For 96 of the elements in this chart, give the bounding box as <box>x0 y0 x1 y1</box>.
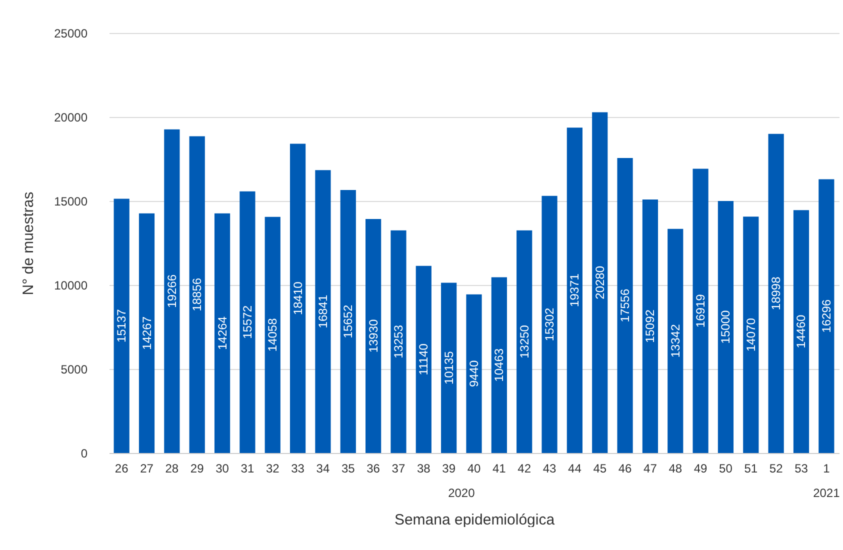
bar <box>138 213 155 453</box>
data-label: 10463 <box>492 348 506 382</box>
data-label: 14267 <box>140 316 154 350</box>
bar <box>743 216 759 453</box>
x-tick-label: 36 <box>366 462 380 476</box>
data-label: 18410 <box>290 281 305 316</box>
bar <box>793 210 810 453</box>
x-tick-label: 27 <box>140 462 154 476</box>
text: 2021 <box>813 486 840 500</box>
y-tick-label: 20000 <box>54 110 88 124</box>
x-tick-label: 29 <box>190 462 204 476</box>
bar <box>264 216 280 453</box>
bar <box>214 213 230 453</box>
bar <box>516 230 532 453</box>
x-tick-label: 48 <box>668 462 682 476</box>
x-tick-label: 28 <box>165 462 179 476</box>
data-label: 15572 <box>240 305 254 339</box>
x-tick-label: 33 <box>291 462 305 476</box>
x-tick-label: 46 <box>618 462 632 476</box>
bar <box>768 134 784 453</box>
data-label: 14264 <box>215 316 230 350</box>
x-tick-label: 1 <box>823 462 830 476</box>
y-tick-label: 10000 <box>54 278 88 292</box>
data-label: 10135 <box>442 350 456 385</box>
x-tick-label: 26 <box>114 462 129 476</box>
y-tick-label: 5000 <box>60 362 88 376</box>
bar <box>416 266 432 453</box>
data-label: 19266 <box>164 274 179 308</box>
x-tick-label: 41 <box>492 462 506 476</box>
x-tick-label: 38 <box>416 462 431 476</box>
bar <box>114 198 130 453</box>
data-label: 20280 <box>592 266 607 300</box>
data-label: 17556 <box>618 288 632 322</box>
x-tick-label: 45 <box>593 462 607 476</box>
x-tick-label: 52 <box>769 462 784 476</box>
data-label: 16296 <box>819 299 834 333</box>
data-label: 11140 <box>416 343 431 376</box>
bar <box>668 228 684 453</box>
bar <box>542 196 558 453</box>
x-tick-label: 43 <box>542 462 557 476</box>
data-label: 15137 <box>114 308 129 343</box>
data-label: 13250 <box>517 324 532 358</box>
y-tick-label: 0 <box>80 446 88 460</box>
bar <box>240 191 256 453</box>
x-tick-label: 32 <box>266 462 280 476</box>
x-tick-label: 51 <box>744 462 758 476</box>
x-tick-label: 35 <box>341 462 356 476</box>
x-tick-label: 31 <box>240 462 254 476</box>
x-tick-label: 39 <box>442 462 456 476</box>
bar <box>718 201 734 453</box>
bar <box>642 199 658 453</box>
bar <box>340 190 356 453</box>
data-label: 15652 <box>341 304 356 338</box>
x-tick-label: 37 <box>392 462 406 476</box>
data-label: 16841 <box>316 294 330 328</box>
x-tick-label: 50 <box>719 462 733 476</box>
data-label: 14070 <box>744 318 758 352</box>
x-tick-label: 34 <box>316 462 330 476</box>
bar <box>366 218 382 453</box>
data-label: 19371 <box>568 273 582 307</box>
bar <box>491 277 507 453</box>
bar <box>466 294 482 453</box>
y-tick-label: 25000 <box>54 26 88 40</box>
x-tick-label: 47 <box>644 462 658 476</box>
y-axis-title: N° de muestras <box>20 192 38 296</box>
x-tick-label: 49 <box>694 462 708 476</box>
data-label: 9440 <box>467 360 481 388</box>
bar <box>315 170 331 453</box>
data-label: 15302 <box>542 307 557 342</box>
bar <box>164 129 180 453</box>
x-tick-label: 44 <box>568 462 582 476</box>
data-label: 18856 <box>190 278 204 312</box>
bar <box>290 144 306 453</box>
y-tick-label: 15000 <box>54 194 88 208</box>
bar <box>818 179 834 453</box>
data-label: 14058 <box>266 318 280 352</box>
data-label: 13930 <box>366 318 380 353</box>
bar <box>390 230 406 453</box>
text: 2020 <box>448 486 476 500</box>
data-label: 13253 <box>391 324 406 358</box>
bar <box>592 112 608 453</box>
data-label: 16919 <box>694 294 708 328</box>
x-tick-label: 42 <box>518 462 532 476</box>
x-tick-label: 40 <box>467 462 481 476</box>
bar <box>566 128 582 453</box>
data-label: 14460 <box>794 314 808 348</box>
x-tick-label: 30 <box>216 462 230 476</box>
bar <box>189 136 205 453</box>
data-label: 15000 <box>718 310 733 344</box>
bar <box>441 282 457 453</box>
data-label: 15092 <box>643 309 658 343</box>
x-tick-label: 53 <box>794 462 808 476</box>
bar <box>692 168 708 453</box>
data-label: 13342 <box>668 324 682 358</box>
data-label: 18998 <box>769 276 784 310</box>
bar <box>617 158 633 453</box>
